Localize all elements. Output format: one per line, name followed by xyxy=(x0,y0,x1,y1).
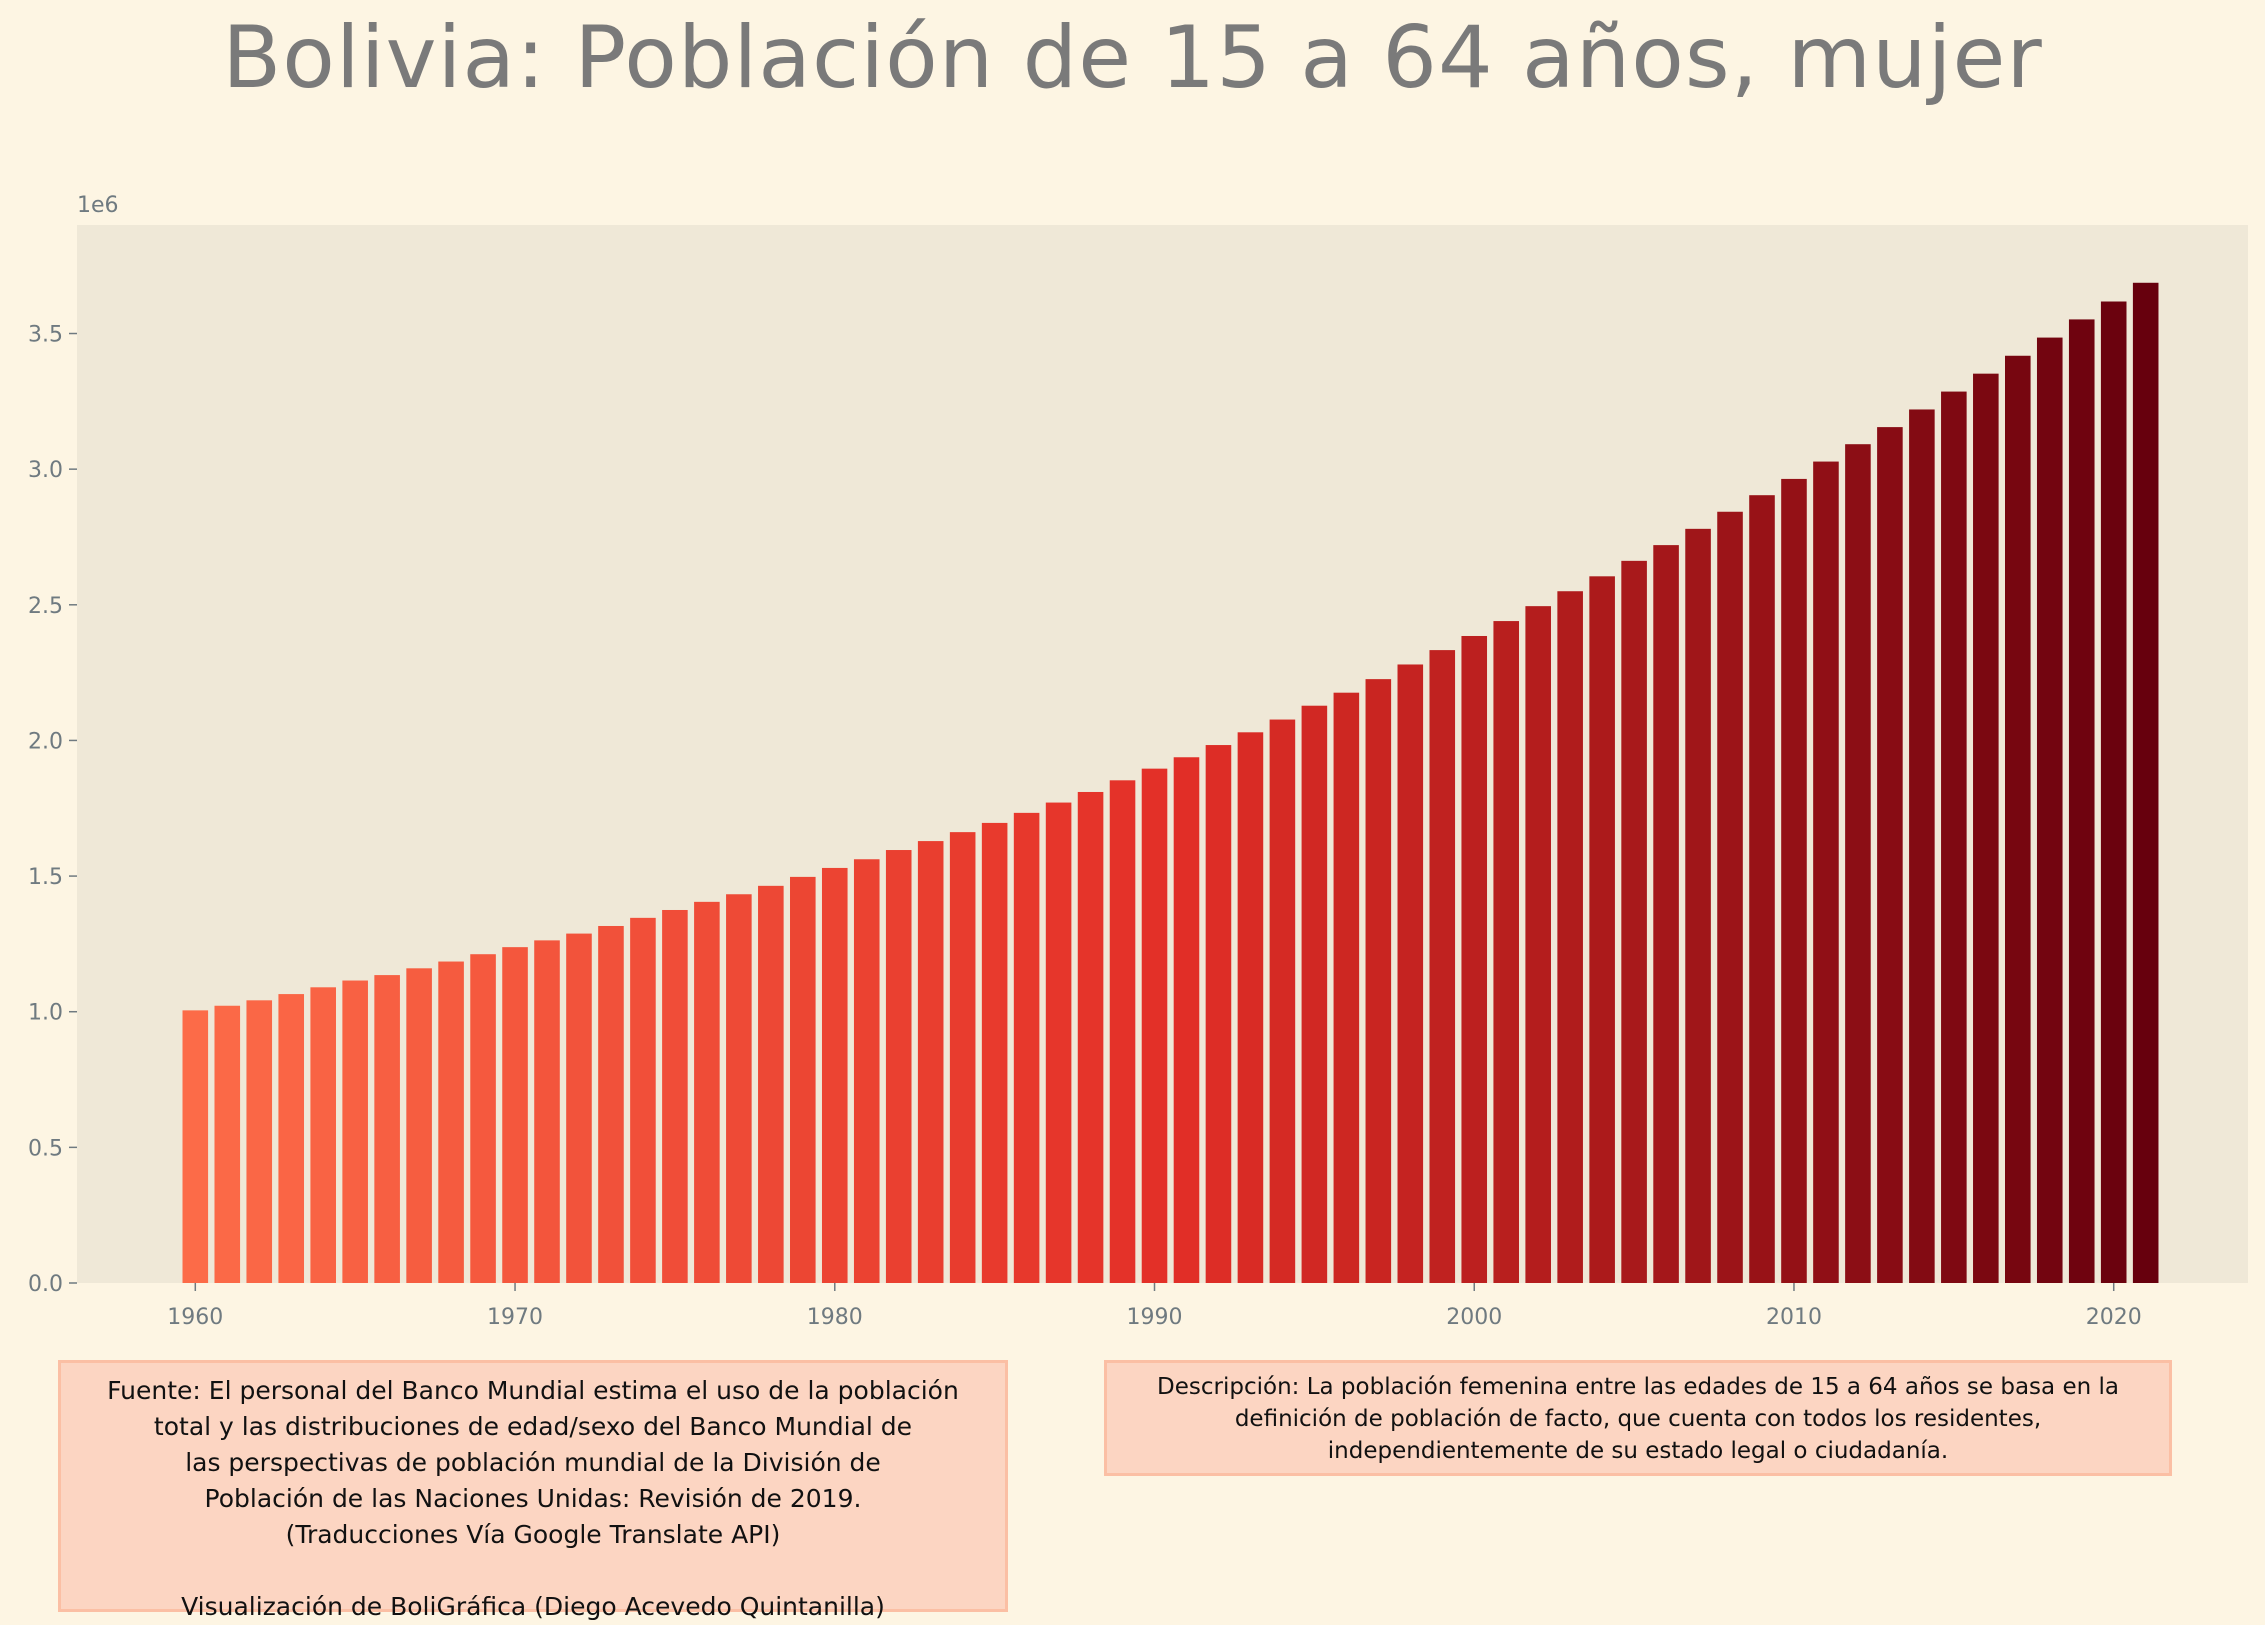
x-tick-label: 1990 xyxy=(1127,1305,1183,1330)
bar-1966 xyxy=(374,975,400,1283)
bar-2004 xyxy=(1589,576,1615,1283)
description-note: Descripción: La población femenina entre… xyxy=(1104,1360,2172,1476)
bar-1960 xyxy=(182,1010,209,1283)
bar-2002 xyxy=(1525,606,1551,1283)
y-tick-label: 2.5 xyxy=(28,594,63,619)
y-axis: 0.0 0.5 1.0 1.5 2.0 2.5 3.0 3.5 xyxy=(28,323,77,1297)
bar-1963 xyxy=(278,994,305,1283)
bar-2017 xyxy=(2005,355,2031,1283)
bar-1982 xyxy=(885,850,912,1283)
y-tick-label: 3.5 xyxy=(28,323,63,348)
bar-1976 xyxy=(694,901,720,1283)
bar-1989 xyxy=(1109,780,1136,1283)
bar-2001 xyxy=(1493,621,1520,1283)
x-tick-label: 1970 xyxy=(487,1305,543,1330)
bar-1979 xyxy=(790,876,816,1283)
bar-1992 xyxy=(1205,745,1232,1283)
bar-1994 xyxy=(1269,719,1296,1283)
bar-1977 xyxy=(726,894,752,1283)
bar-1969 xyxy=(470,954,496,1283)
x-axis: 1960 1970 1980 1990 2000 2010 2020 xyxy=(167,1283,2142,1330)
bar-1991 xyxy=(1173,757,1200,1283)
bar-1964 xyxy=(310,987,336,1283)
bar-2009 xyxy=(1749,495,1775,1283)
bar-1995 xyxy=(1301,705,1328,1283)
bar-1970 xyxy=(502,947,528,1283)
bar-2010 xyxy=(1781,478,1807,1283)
bar-2013 xyxy=(1877,427,1903,1283)
bar-2008 xyxy=(1717,511,1743,1283)
y-tick-label: 1.0 xyxy=(28,1001,63,1026)
bar-1996 xyxy=(1333,692,1360,1283)
bar-1973 xyxy=(598,925,624,1283)
bar-1998 xyxy=(1397,664,1424,1283)
bar-1972 xyxy=(566,933,592,1283)
y-axis-offset-label: 1e6 xyxy=(77,193,119,218)
bar-2007 xyxy=(1685,528,1711,1283)
x-tick-label: 1980 xyxy=(807,1305,863,1330)
bar-1978 xyxy=(758,885,784,1283)
bar-1988 xyxy=(1077,791,1104,1283)
bar-1974 xyxy=(630,917,656,1283)
bar-1968 xyxy=(438,961,464,1283)
x-tick-label: 2020 xyxy=(2086,1305,2142,1330)
bar-1990 xyxy=(1141,768,1168,1283)
x-tick-label: 2000 xyxy=(1446,1305,1502,1330)
bar-2021 xyxy=(2132,282,2159,1283)
bar-2000 xyxy=(1461,635,1488,1283)
bar-2011 xyxy=(1813,461,1839,1283)
x-tick-label: 1960 xyxy=(167,1305,223,1330)
page-title: Bolivia: Población de 15 a 64 años, muje… xyxy=(222,8,2043,108)
y-tick-label: 3.0 xyxy=(28,458,63,483)
bar-1975 xyxy=(662,909,688,1283)
bar-2020 xyxy=(2100,301,2127,1283)
bar-1999 xyxy=(1429,650,1456,1283)
bar-1962 xyxy=(246,1000,273,1283)
bar-1967 xyxy=(406,968,432,1283)
y-tick-label: 0.0 xyxy=(28,1272,63,1297)
bar-1981 xyxy=(853,859,880,1283)
bar-1986 xyxy=(1013,812,1040,1283)
bar-1985 xyxy=(981,822,1008,1283)
bar-2014 xyxy=(1909,409,1935,1284)
y-tick-label: 2.0 xyxy=(28,729,63,754)
bar-1997 xyxy=(1365,679,1392,1283)
bar-2018 xyxy=(2036,337,2063,1284)
bar-2019 xyxy=(2068,319,2095,1283)
x-tick-label: 2010 xyxy=(1766,1305,1822,1330)
bar-1980 xyxy=(821,867,848,1283)
bar-2016 xyxy=(1973,373,1999,1283)
source-note: Fuente: El personal del Banco Mundial es… xyxy=(58,1360,1008,1621)
bar-1993 xyxy=(1237,732,1264,1283)
bar-2005 xyxy=(1621,560,1647,1283)
bar-2015 xyxy=(1941,391,1967,1283)
bar-1983 xyxy=(917,841,944,1283)
bar-1961 xyxy=(214,1005,241,1283)
bar-1965 xyxy=(342,980,368,1283)
bar-2012 xyxy=(1845,444,1871,1283)
y-tick-label: 1.5 xyxy=(28,865,63,890)
bar-2003 xyxy=(1557,591,1583,1283)
y-tick-label: 0.5 xyxy=(28,1136,63,1161)
bar-1987 xyxy=(1045,802,1072,1283)
bar-1971 xyxy=(534,940,560,1283)
bar-1984 xyxy=(949,832,976,1283)
bar-2006 xyxy=(1653,545,1679,1283)
bars-group xyxy=(182,282,2159,1284)
